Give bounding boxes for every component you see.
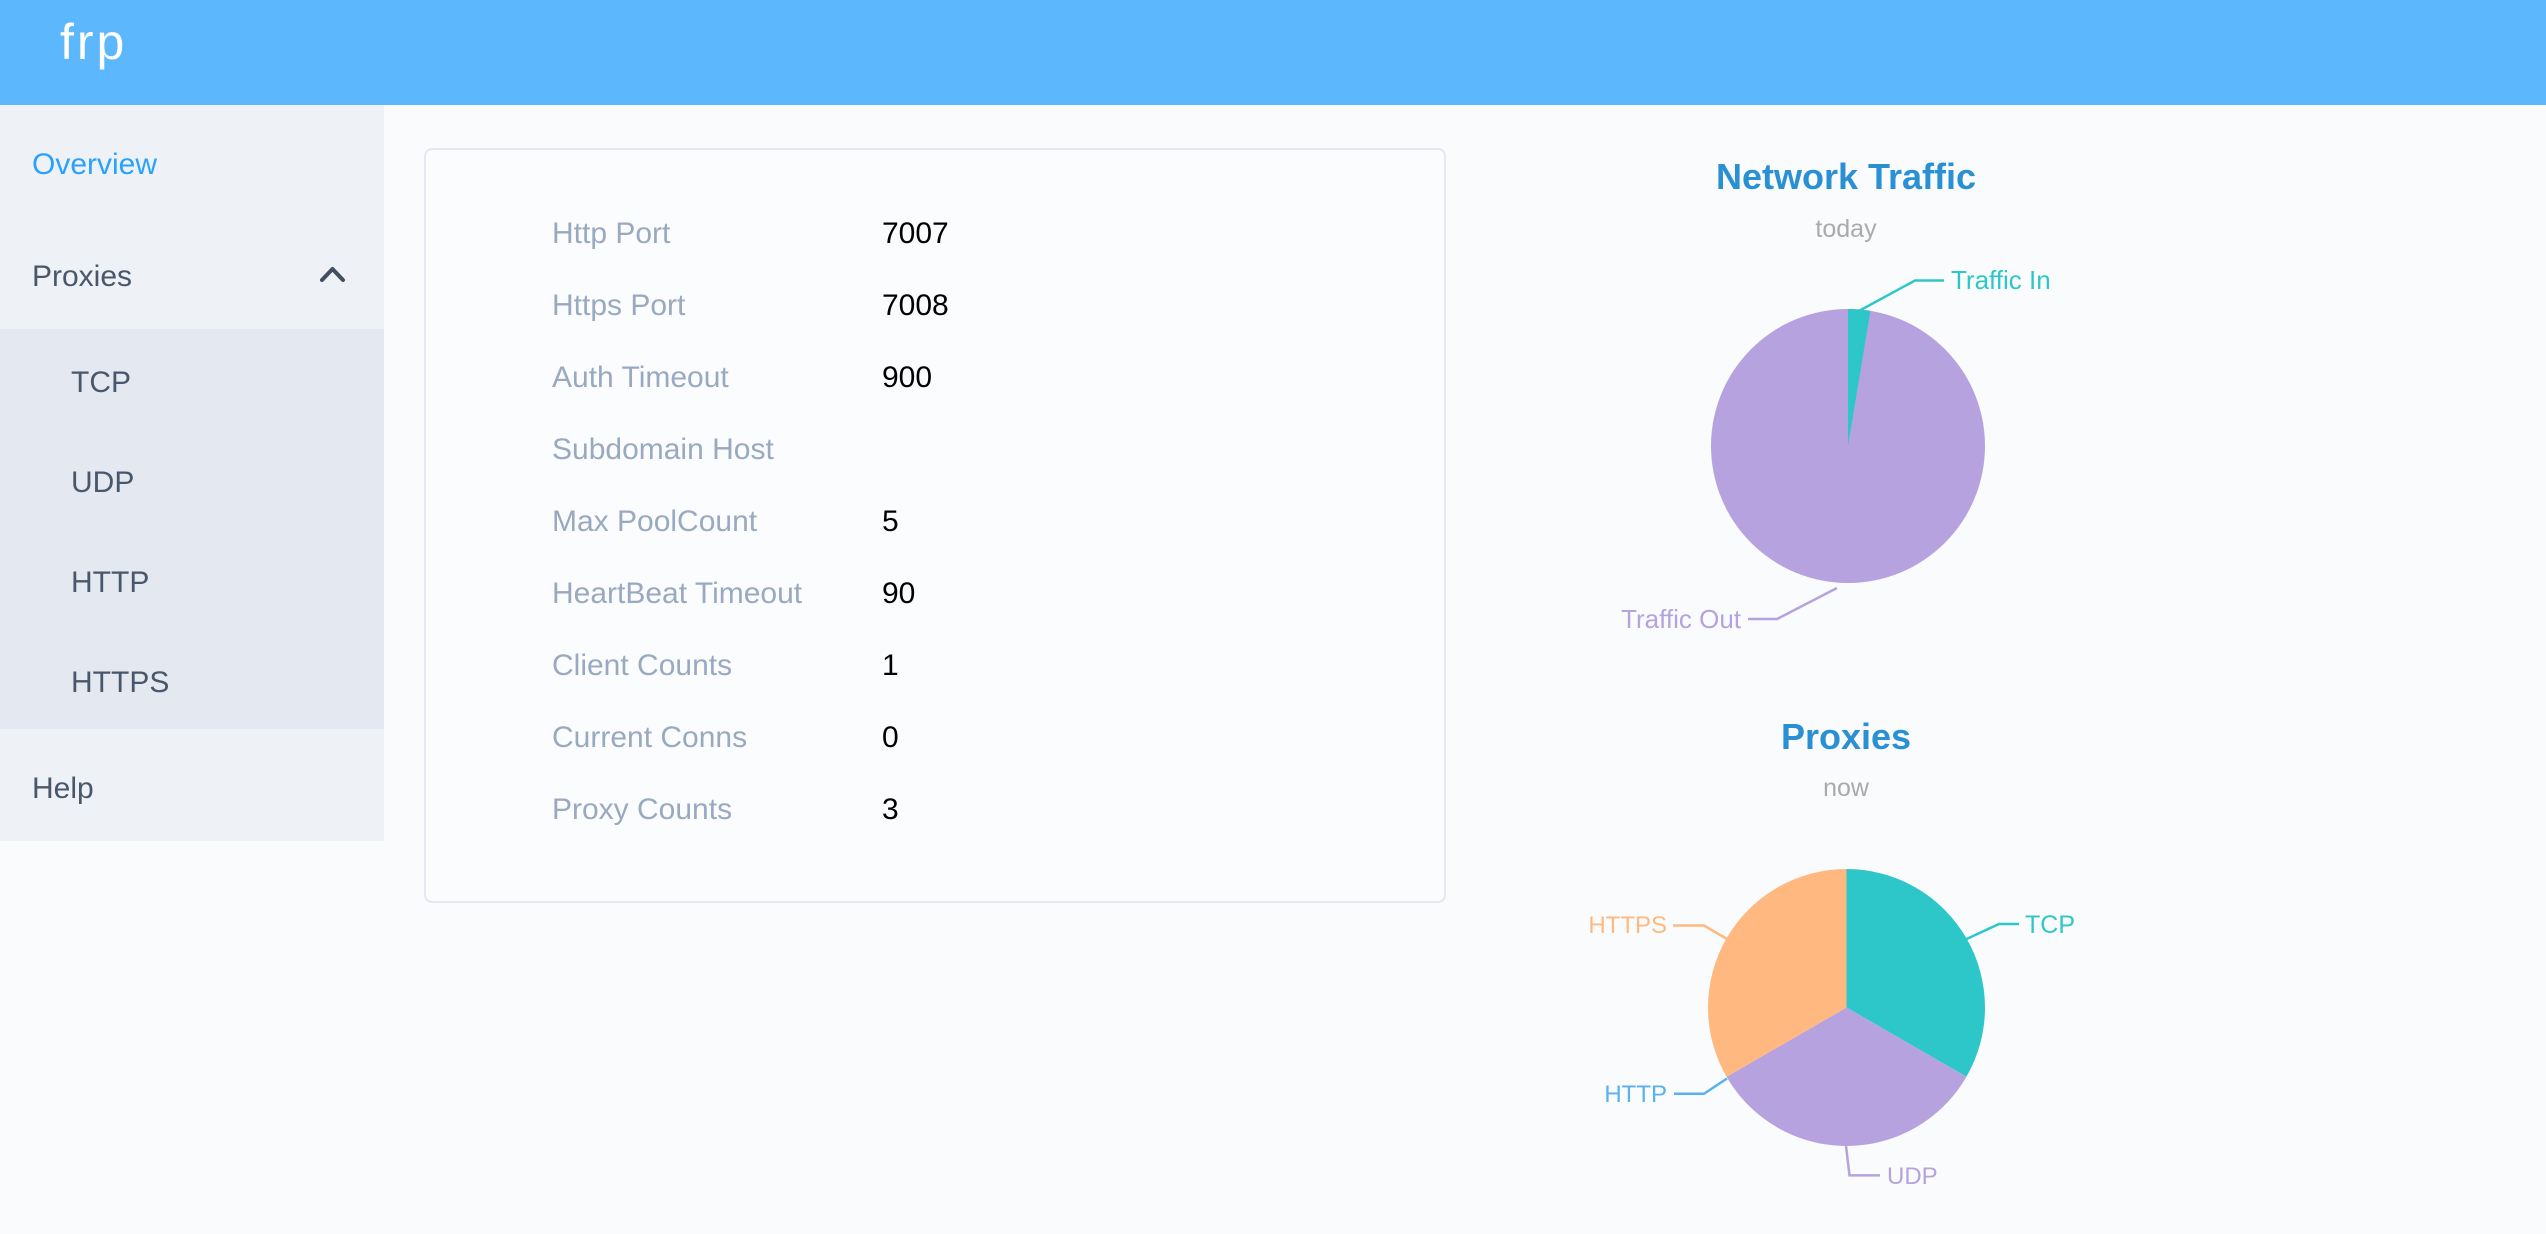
svg-text:Proxies: Proxies	[1781, 716, 1911, 757]
svg-text:HTTPS: HTTPS	[1588, 912, 1667, 939]
svg-text:HTTP: HTTP	[1604, 1081, 1667, 1108]
svg-text:Network Traffic: Network Traffic	[1716, 156, 1976, 197]
svg-text:Traffic Out: Traffic Out	[1621, 604, 1742, 634]
svg-text:TCP: TCP	[2025, 911, 2075, 939]
svg-text:now: now	[1823, 774, 1870, 802]
svg-text:UDP: UDP	[1887, 1163, 1938, 1190]
svg-text:today: today	[1815, 215, 1877, 243]
svg-text:Traffic In: Traffic In	[1951, 265, 2051, 295]
